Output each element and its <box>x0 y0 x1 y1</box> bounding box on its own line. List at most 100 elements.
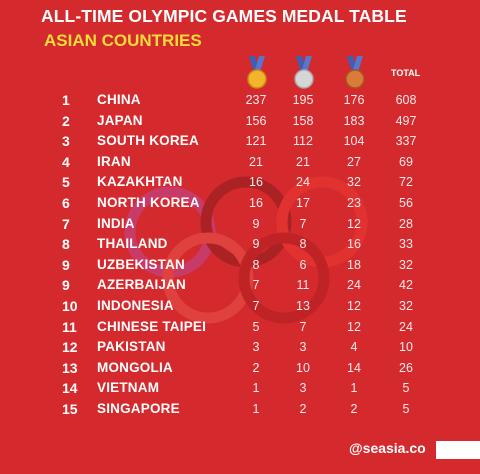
rank-cell: 10 <box>62 298 78 314</box>
total-count-cell: 10 <box>399 340 413 355</box>
table-row: 4 IRAN 21 21 27 69 <box>0 152 480 172</box>
page-title: ALL-TIME OLYMPIC GAMES MEDAL TABLE <box>41 6 407 26</box>
bronze-medal-icon <box>345 56 365 89</box>
redaction-box <box>436 441 480 459</box>
bronze-count-cell: 14 <box>347 360 361 375</box>
silver-count-cell: 158 <box>292 113 314 128</box>
bronze-count-cell: 1 <box>350 381 358 396</box>
table-row: 9 UZBEKISTAN 8 6 18 32 <box>0 255 480 275</box>
total-count-cell: 26 <box>399 360 413 375</box>
gold-count-cell: 3 <box>252 340 260 355</box>
country-cell: IRAN <box>97 153 131 169</box>
table-row: 8 THAILAND 9 8 16 33 <box>0 234 480 254</box>
rank-cell: 6 <box>62 195 70 211</box>
silver-count-cell: 17 <box>296 196 310 210</box>
rank-cell: 5 <box>62 174 70 191</box>
rank-cell: 4 <box>62 153 70 170</box>
rank-cell: 14 <box>62 380 78 397</box>
bronze-count-cell: 24 <box>347 278 361 293</box>
bronze-count-cell: 12 <box>347 216 361 231</box>
country-cell: MONGOLIA <box>97 359 173 375</box>
bronze-count-cell: 23 <box>347 196 361 210</box>
total-count-cell: 33 <box>399 237 413 252</box>
country-cell: PAKISTAN <box>97 339 166 355</box>
gold-count-cell: 9 <box>252 237 260 252</box>
table-row: 9 AZERBAIJAN 7 11 24 42 <box>0 275 480 295</box>
bronze-count-cell: 16 <box>347 237 361 252</box>
gold-count-cell: 16 <box>249 196 263 210</box>
total-count-cell: 5 <box>402 381 410 396</box>
bronze-count-cell: 4 <box>350 340 358 355</box>
country-cell: SINGAPORE <box>97 401 180 416</box>
page-subtitle: ASIAN COUNTRIES <box>44 31 202 50</box>
silver-count-cell: 13 <box>296 299 310 313</box>
table-row: 13 MONGOLIA 2 10 14 26 <box>0 358 480 378</box>
table-row: 14 VIETNAM 1 3 1 5 <box>0 378 480 398</box>
gold-count-cell: 21 <box>249 154 263 169</box>
table-row: 5 KAZAKHTAN 16 24 32 72 <box>0 172 480 192</box>
silver-count-cell: 10 <box>296 360 310 375</box>
rank-cell: 1 <box>62 92 70 108</box>
table-row: 6 NORTH KOREA 16 17 23 56 <box>0 193 480 213</box>
bronze-count-cell: 32 <box>347 175 361 190</box>
silver-count-cell: 8 <box>299 237 307 252</box>
rank-cell: 9 <box>62 277 70 294</box>
silver-count-cell: 3 <box>299 340 307 355</box>
rank-cell: 7 <box>62 215 70 232</box>
rank-cell: 9 <box>62 256 70 273</box>
total-count-cell: 72 <box>399 175 413 190</box>
total-count-cell: 56 <box>399 196 413 210</box>
silver-count-cell: 21 <box>296 154 310 169</box>
silver-medal-icon <box>294 56 314 89</box>
bronze-count-cell: 18 <box>347 257 361 272</box>
silver-count-cell: 3 <box>299 381 307 396</box>
gold-count-cell: 7 <box>252 278 260 293</box>
gold-count-cell: 1 <box>252 402 260 416</box>
table-row: 10 INDONESIA 7 13 12 32 <box>0 296 480 316</box>
gold-medal-icon <box>247 56 267 89</box>
country-cell: JAPAN <box>97 112 143 128</box>
country-cell: THAILAND <box>97 236 168 252</box>
country-cell: INDIA <box>97 215 135 231</box>
silver-count-cell: 11 <box>296 278 310 293</box>
bronze-count-cell: 12 <box>347 299 361 313</box>
table-row: 11 CHINESE TAIPEI 5 7 12 24 <box>0 317 480 337</box>
rank-cell: 8 <box>62 236 70 253</box>
silver-count-cell: 7 <box>299 319 307 334</box>
bronze-count-cell: 176 <box>343 93 365 107</box>
bronze-count-cell: 2 <box>350 402 358 416</box>
silver-count-cell: 195 <box>292 93 314 107</box>
silver-count-cell: 7 <box>299 216 307 231</box>
bronze-count-cell: 104 <box>343 134 365 149</box>
silver-count-cell: 2 <box>299 402 307 416</box>
gold-count-cell: 2 <box>252 360 260 375</box>
silver-count-cell: 24 <box>296 175 310 190</box>
gold-count-cell: 156 <box>245 113 267 128</box>
table-row: 7 INDIA 9 7 12 28 <box>0 214 480 234</box>
country-cell: UZBEKISTAN <box>97 256 185 272</box>
silver-count-cell: 6 <box>299 257 307 272</box>
total-count-cell: 32 <box>399 257 413 272</box>
gold-count-cell: 16 <box>249 175 263 190</box>
bronze-count-cell: 12 <box>347 319 361 334</box>
country-cell: AZERBAIJAN <box>97 277 187 293</box>
total-count-cell: 608 <box>395 93 417 107</box>
gold-count-cell: 5 <box>252 319 260 334</box>
rank-cell: 2 <box>62 112 70 129</box>
rank-cell: 3 <box>62 133 70 150</box>
gold-count-cell: 8 <box>252 257 260 272</box>
table-row: 2 JAPAN 156 158 183 497 <box>0 111 480 131</box>
gold-count-cell: 121 <box>245 134 267 149</box>
country-cell: VIETNAM <box>97 380 160 396</box>
bronze-count-cell: 27 <box>347 154 361 169</box>
total-count-cell: 5 <box>402 402 410 416</box>
country-cell: CHINESE TAIPEI <box>97 318 207 334</box>
gold-count-cell: 7 <box>252 299 260 313</box>
total-count-cell: 337 <box>395 134 417 149</box>
total-column-header: TOTAL <box>391 68 421 78</box>
total-count-cell: 42 <box>399 278 413 293</box>
country-cell: NORTH KOREA <box>97 195 200 210</box>
gold-count-cell: 9 <box>252 216 260 231</box>
table-row: 1 CHINA 237 195 176 608 <box>0 90 480 110</box>
